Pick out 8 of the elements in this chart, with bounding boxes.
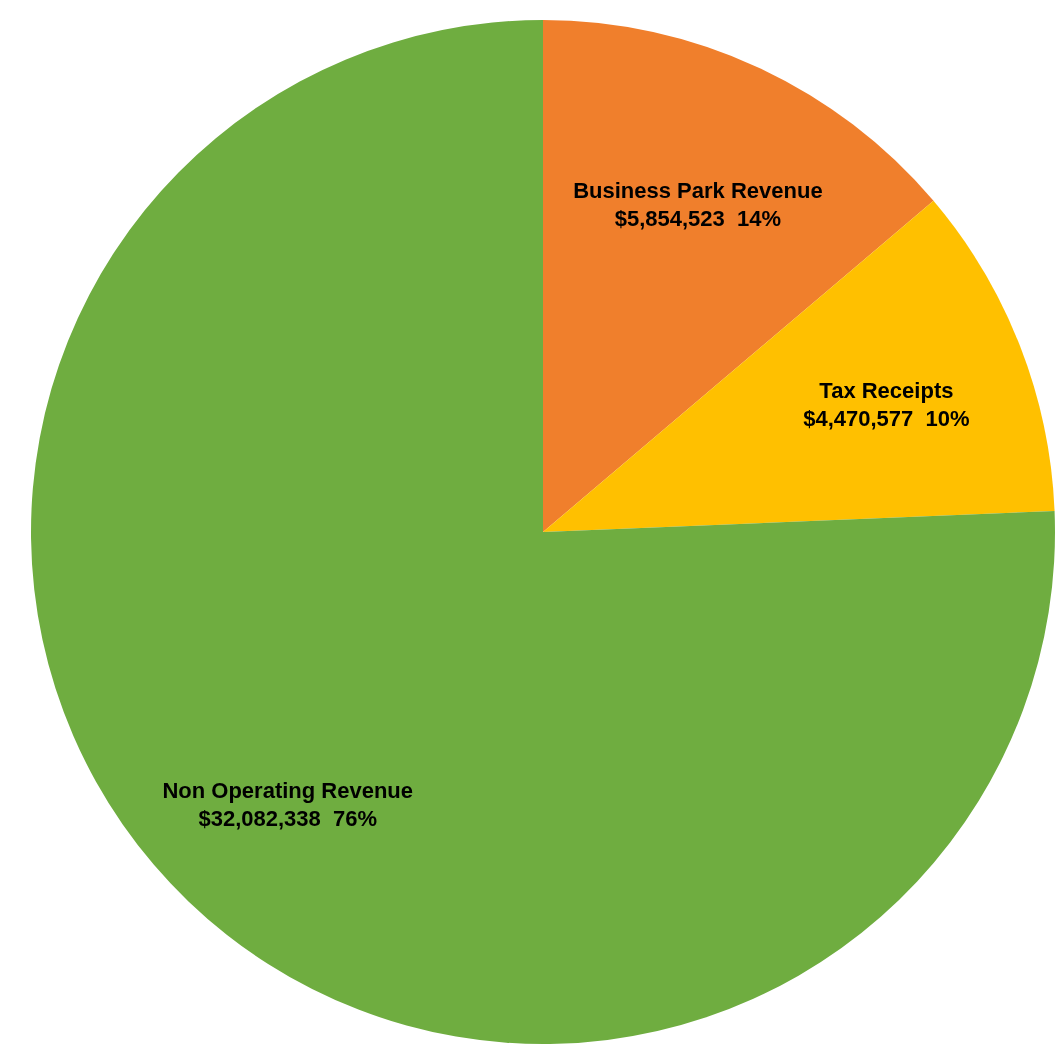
slice-label: Business Park Revenue — [573, 177, 823, 203]
slice-label: Tax Receipts — [819, 377, 954, 403]
pie-slice — [31, 20, 1055, 1044]
data-label: $4,470,577 10% — [803, 405, 970, 431]
pie-slice — [543, 200, 1055, 532]
data-label: $32,082,338 76% — [198, 805, 378, 831]
slice-label: Non Operating Revenue — [162, 777, 414, 803]
data-label: $5,854,523 14% — [614, 205, 782, 231]
